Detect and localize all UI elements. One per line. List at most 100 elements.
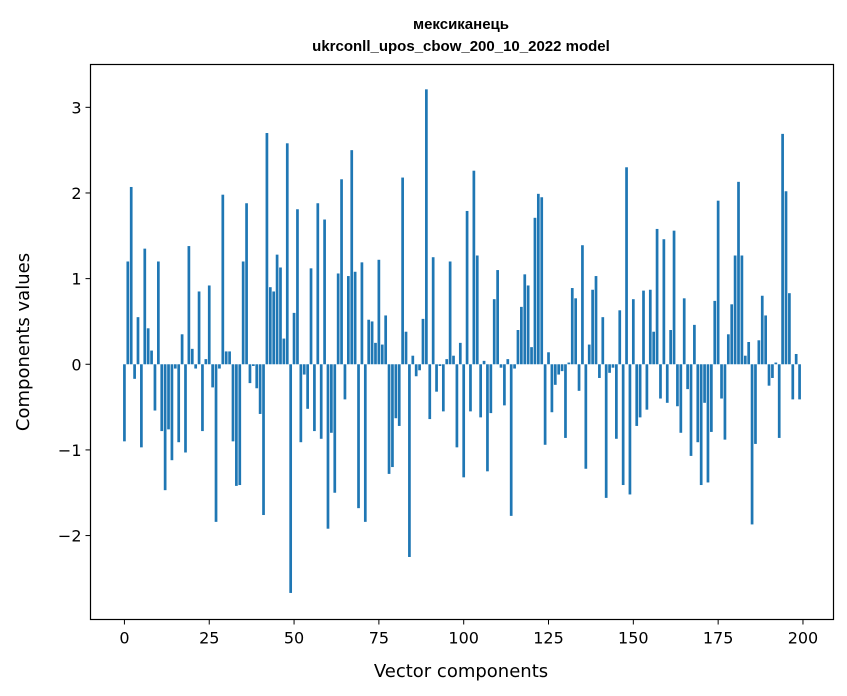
bar-153 (642, 290, 645, 365)
bar-41 (262, 364, 265, 516)
bar-54 (306, 364, 309, 409)
bar-177 (723, 364, 727, 440)
bar-168 (693, 324, 696, 365)
bar-157 (655, 228, 659, 365)
bar-127 (553, 364, 557, 385)
bar-48 (285, 143, 289, 365)
bar-38 (251, 364, 255, 366)
bar-58 (319, 364, 323, 439)
bar-113 (506, 359, 510, 365)
bar-187 (757, 340, 761, 365)
bar-119 (526, 285, 530, 365)
bar-138 (591, 289, 594, 365)
bar-28 (218, 364, 221, 369)
bar-124 (543, 364, 547, 445)
bar-19 (187, 246, 191, 365)
bar-199 (798, 364, 801, 400)
bar-88 (421, 318, 425, 365)
bar-154 (645, 364, 649, 410)
bar-85 (411, 355, 415, 365)
x-tick-label: 125 (533, 629, 564, 648)
y-axis-ticks: −2 −1 0 1 2 3 (58, 98, 91, 546)
bar-137 (587, 344, 591, 365)
bar-194 (781, 133, 784, 365)
bar-6 (143, 248, 147, 365)
x-tick-label: 100 (448, 629, 479, 648)
bar-100 (462, 364, 466, 478)
chart-title: мексиканець (413, 16, 509, 33)
x-tick-label: 25 (199, 629, 219, 648)
bar-151 (635, 364, 639, 426)
bar-183 (743, 355, 747, 365)
bar-71 (363, 364, 367, 522)
bar-192 (774, 362, 778, 365)
bar-62 (333, 364, 337, 493)
bar-80 (394, 364, 398, 419)
bar-53 (302, 364, 306, 375)
bar-67 (350, 150, 354, 365)
bar-22 (197, 291, 201, 365)
bar-101 (465, 210, 469, 365)
bar-193 (777, 364, 781, 438)
bar-175 (716, 200, 720, 365)
y-tick-label: −2 (58, 527, 82, 546)
bar-122 (536, 193, 540, 365)
bar-92 (435, 364, 438, 392)
bar-15 (173, 364, 177, 369)
bar-7 (146, 328, 150, 365)
bar-171 (703, 364, 706, 403)
bar-10 (157, 261, 160, 365)
bar-93 (438, 364, 442, 366)
bar-99 (458, 342, 462, 365)
bar-159 (662, 239, 666, 365)
bar-72 (367, 319, 371, 365)
bar-96 (448, 261, 452, 365)
bars-group (123, 89, 801, 593)
bar-155 (648, 289, 652, 365)
bar-36 (245, 203, 248, 365)
bar-98 (455, 364, 459, 448)
bar-50 (292, 312, 296, 365)
bar-21 (194, 364, 198, 369)
bar-105 (479, 364, 483, 418)
bar-16 (177, 364, 181, 443)
bar-8 (150, 350, 153, 365)
bar-18 (184, 364, 187, 453)
bar-190 (767, 364, 771, 386)
bar-173 (710, 364, 713, 432)
bar-32 (231, 364, 235, 442)
bar-191 (771, 364, 774, 378)
x-tick-label: 0 (119, 629, 129, 648)
bar-196 (788, 293, 791, 365)
bar-73 (370, 321, 374, 365)
bar-109 (492, 299, 496, 365)
bar-160 (665, 364, 669, 403)
bar-45 (275, 254, 279, 365)
bar-166 (686, 364, 689, 390)
x-tick-label: 150 (618, 629, 649, 648)
bar-4 (136, 317, 140, 365)
bar-162 (672, 230, 676, 365)
x-tick-label: 175 (703, 629, 734, 648)
bar-102 (469, 364, 472, 412)
bar-70 (360, 262, 364, 365)
bar-133 (574, 298, 578, 365)
bar-143 (608, 364, 611, 373)
bar-179 (730, 304, 734, 365)
bar-158 (659, 364, 662, 399)
bar-129 (560, 364, 564, 372)
x-tick-label: 200 (788, 629, 819, 648)
bar-120 (530, 347, 533, 365)
bar-5 (140, 364, 143, 448)
bar-131 (567, 362, 571, 365)
bar-139 (594, 276, 598, 365)
bar-35 (241, 261, 245, 365)
bar-76 (380, 344, 384, 365)
bar-55 (309, 268, 313, 365)
bar-84 (408, 364, 411, 557)
bar-24 (204, 359, 208, 365)
bar-0 (123, 364, 126, 442)
bar-146 (618, 310, 622, 365)
bar-23 (201, 364, 204, 432)
bar-156 (652, 331, 656, 365)
